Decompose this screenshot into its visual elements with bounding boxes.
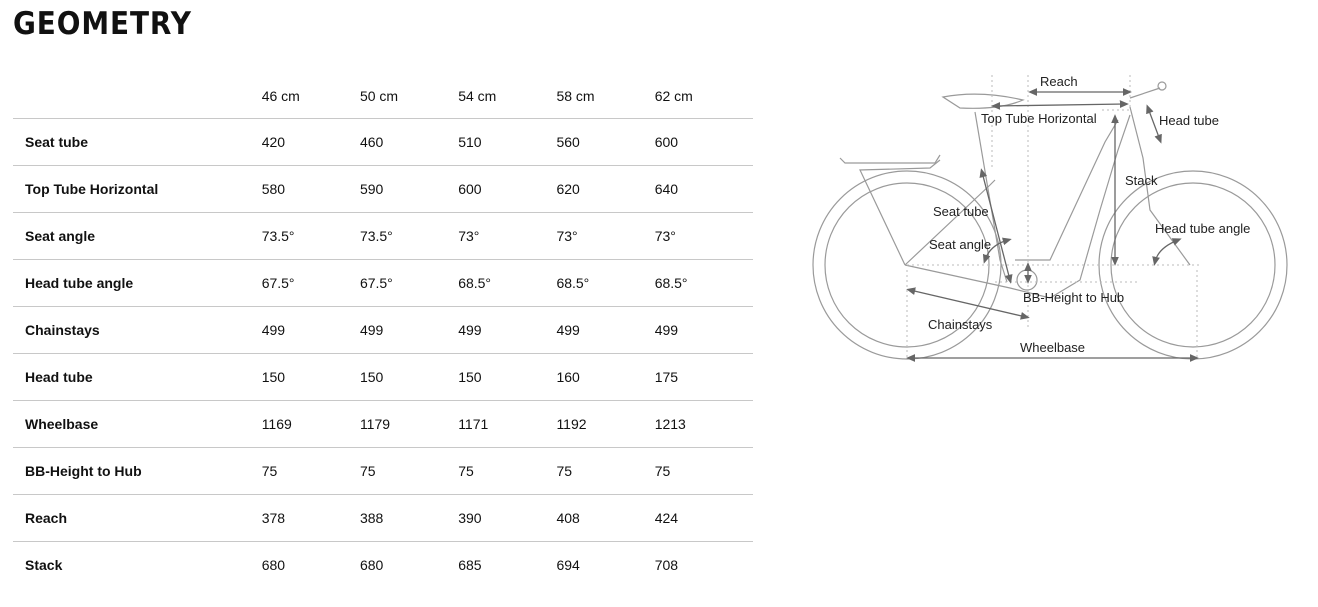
row-label: BB-Height to Hub [13,447,262,495]
row-value: 620 [556,165,655,213]
row-value: 590 [359,165,459,213]
row-value: 640 [654,165,753,213]
row-value: 150 [359,353,459,401]
row-value: 1192 [556,400,655,448]
table-row: Seat tube 420 460 510 560 600 [13,118,753,166]
row-value: 1179 [359,400,459,448]
row-label: Top Tube Horizontal [13,165,262,213]
row-value: 150 [261,353,360,401]
row-value: 680 [261,541,360,588]
row-value: 499 [654,306,753,354]
label-bb-height: BB-Height to Hub [1023,290,1124,305]
label-wheelbase: Wheelbase [1020,340,1085,355]
row-label: Wheelbase [13,400,262,448]
row-value: 510 [458,118,557,166]
size-header: 62 cm [654,88,693,104]
size-header: 46 cm [261,88,300,104]
label-seat-tube: Seat tube [933,204,989,219]
size-header: 50 cm [359,88,399,104]
table-row: Chainstays 499 499 499 499 499 [13,306,753,354]
row-value: 68.5° [556,259,655,307]
row-value: 388 [359,494,459,542]
row-label: Chainstays [13,306,262,354]
row-value: 1213 [654,400,753,448]
size-header: 58 cm [556,88,595,104]
row-value: 499 [261,306,360,354]
row-label: Reach [13,494,262,542]
row-value: 1169 [261,400,360,448]
row-value: 75 [261,447,360,495]
table-row: Head tube angle 67.5° 67.5° 68.5° 68.5° 68.5° [13,259,753,307]
row-value: 499 [458,306,557,354]
row-value: 73.5° [261,212,360,260]
label-seat-angle: Seat angle [929,237,991,252]
geometry-table: 46 cm 50 cm 54 cm 58 cm 62 cm Seat tube 4… [13,74,753,588]
table-row: Wheelbase 1169 1179 1171 1192 1213 [13,400,753,448]
row-value: 1171 [458,400,557,448]
label-chainstays: Chainstays [928,317,993,332]
row-value: 67.5° [359,259,459,307]
row-value: 560 [556,118,655,166]
label-reach: Reach [1040,74,1078,89]
row-value: 75 [654,447,753,495]
row-label: Stack [13,541,262,588]
row-value: 600 [458,165,557,213]
row-label: Head tube [13,353,262,401]
page-title: GEOMETRY [13,6,192,42]
row-value: 67.5° [261,259,360,307]
row-value: 73.5° [359,212,459,260]
row-value: 580 [261,165,360,213]
row-value: 685 [458,541,557,588]
row-value: 708 [654,541,753,588]
row-value: 75 [556,447,655,495]
label-top-tube: Top Tube Horizontal [981,111,1097,126]
row-label: Seat tube [13,118,262,166]
label-head-tube-angle: Head tube angle [1155,221,1250,236]
label-stack: Stack [1125,173,1158,188]
row-value: 460 [359,118,459,166]
bike-geometry-diagram: Reach Top Tube Horizontal Head tube Stac… [812,74,1288,362]
size-header-row: 46 cm 50 cm 54 cm 58 cm 62 cm [13,74,753,119]
row-value: 68.5° [458,259,557,307]
row-value: 408 [556,494,655,542]
empty-header [13,74,262,119]
row-value: 160 [556,353,655,401]
row-value: 420 [261,118,360,166]
measurement-guides [906,75,1200,362]
row-value: 75 [359,447,459,495]
row-value: 75 [458,447,557,495]
label-head-tube: Head tube [1159,113,1219,128]
row-value: 73° [654,212,753,260]
row-value: 378 [261,494,360,542]
row-value: 499 [359,306,459,354]
row-value: 424 [654,494,753,542]
row-value: 499 [556,306,655,354]
table-row: Head tube 150 150 150 160 175 [13,353,753,401]
row-value: 150 [458,353,557,401]
row-value: 390 [458,494,557,542]
row-value: 73° [458,212,557,260]
row-value: 68.5° [654,259,753,307]
table-row: Reach 378 388 390 408 424 [13,494,753,542]
row-label: Head tube angle [13,259,262,307]
row-value: 73° [556,212,655,260]
row-label: Seat angle [13,212,262,260]
table-row: Stack 680 680 685 694 708 [13,541,753,588]
table-row: Seat angle 73.5° 73.5° 73° 73° 73° [13,212,753,260]
row-value: 694 [556,541,655,588]
table-row: Top Tube Horizontal 580 590 600 620 640 [13,165,753,213]
size-header: 54 cm [458,88,497,104]
row-value: 600 [654,118,753,166]
row-value: 175 [654,353,753,401]
table-row: BB-Height to Hub 75 75 75 75 75 [13,447,753,495]
row-value: 680 [359,541,459,588]
